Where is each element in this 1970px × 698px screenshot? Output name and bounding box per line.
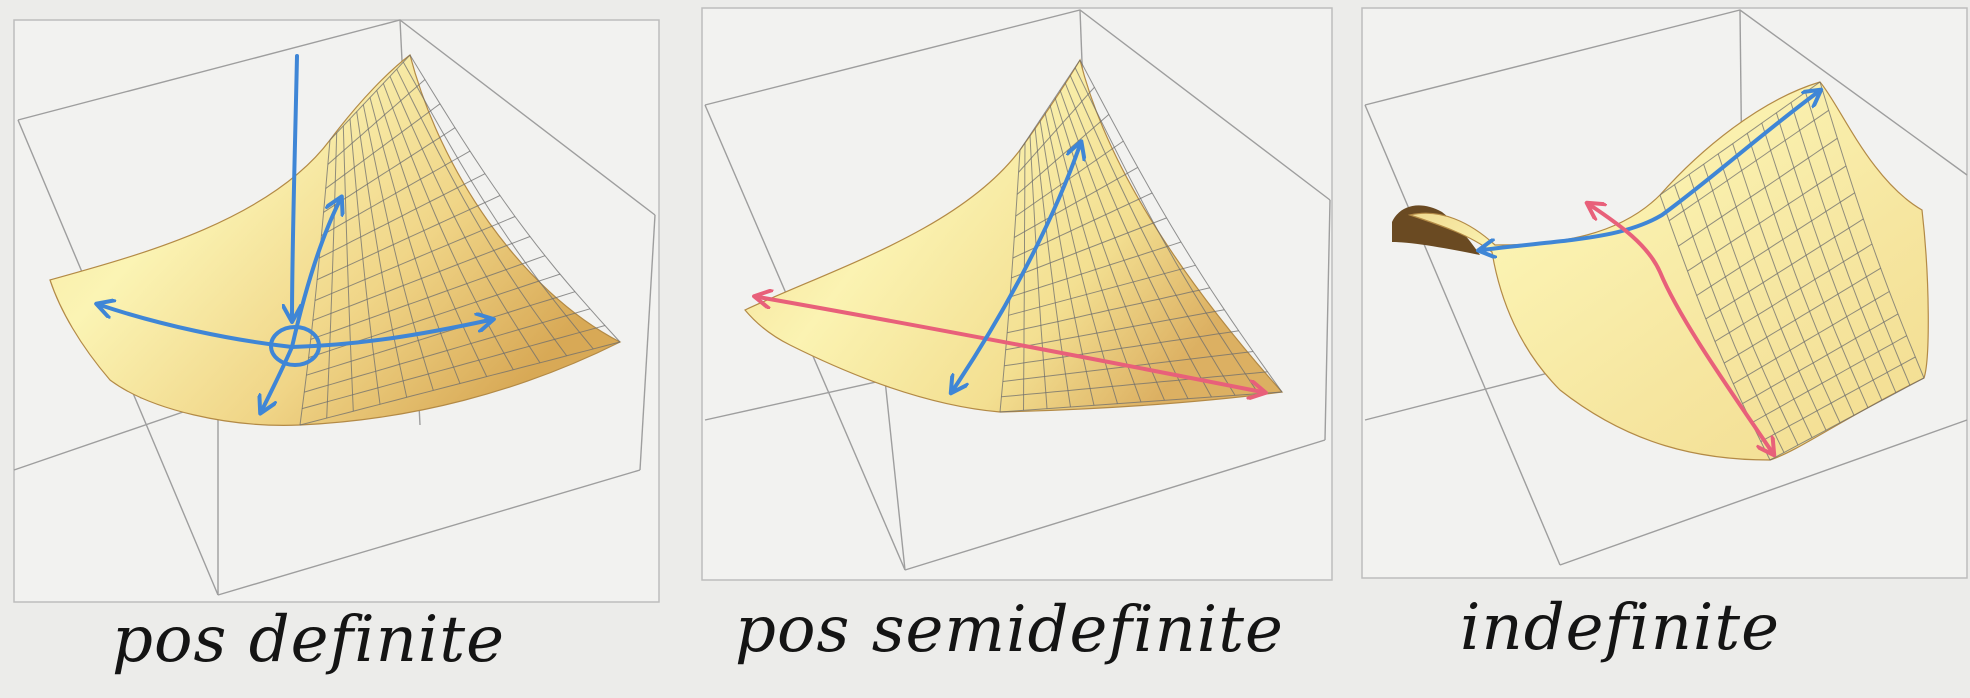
minimum-point-circle-icon xyxy=(269,325,321,367)
panel-pos-semidefinite xyxy=(701,7,1333,581)
surface-mesh xyxy=(299,54,621,426)
mesh-line xyxy=(316,195,501,281)
mesh-line xyxy=(1019,59,1081,151)
mesh-line xyxy=(306,291,576,376)
mesh-line xyxy=(323,127,456,213)
mesh-line xyxy=(304,308,591,393)
mesh-line xyxy=(321,150,471,236)
mesh-line xyxy=(327,79,426,165)
mesh-line xyxy=(312,236,531,321)
mesh-line xyxy=(301,325,606,410)
eigen-direction-arrow-icon xyxy=(1590,205,1772,452)
mesh-line xyxy=(329,54,411,141)
label-indefinite: indefinite xyxy=(1460,591,1780,665)
mesh-line xyxy=(1769,377,1925,461)
mesh-line xyxy=(1760,356,1916,442)
label-pos-definite: pos definite xyxy=(112,603,505,677)
mesh-line xyxy=(1751,335,1907,424)
panel-pos-definite xyxy=(13,19,660,603)
label-pos-semidefinite: pos semidefinite xyxy=(735,593,1284,667)
eigen-direction-arrow-icon xyxy=(953,145,1080,390)
mesh-line xyxy=(310,255,546,340)
mesh-line xyxy=(299,341,621,426)
mesh-line xyxy=(325,103,441,189)
surface xyxy=(49,53,622,426)
surface-underside xyxy=(1392,205,1480,255)
mesh-line xyxy=(319,173,486,259)
panel-indefinite xyxy=(1361,7,1968,579)
mesh-line xyxy=(314,216,516,301)
bounding-box xyxy=(1364,9,1968,566)
